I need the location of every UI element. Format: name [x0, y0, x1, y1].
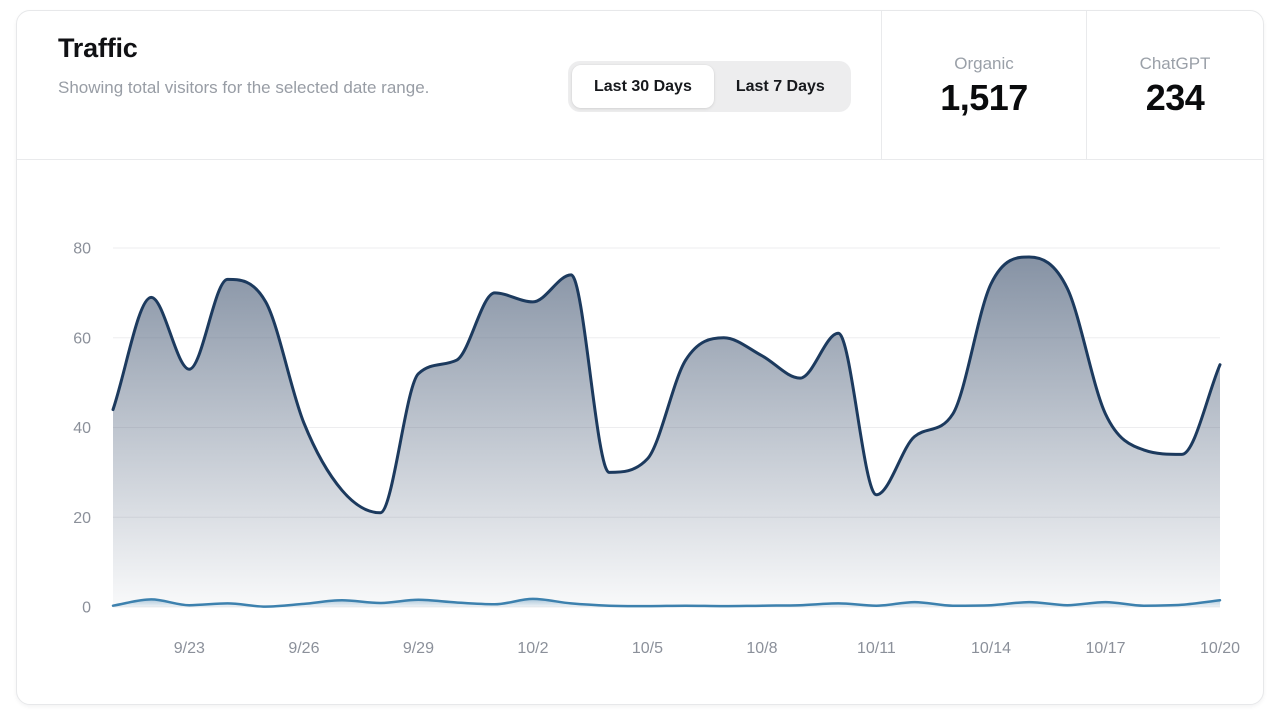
stat-chatgpt-value: 234 — [1145, 76, 1205, 118]
x-axis-label: 10/2 — [517, 640, 548, 657]
stat-chatgpt-label: ChatGPT — [1139, 53, 1211, 73]
date-range-toggle: Last 30 Days Last 7 Days — [568, 61, 851, 112]
x-axis-label: 9/23 — [174, 640, 205, 657]
chatgpt-area — [113, 598, 1220, 607]
card-header: Traffic Showing total visitors for the s… — [17, 11, 1263, 160]
toggle-last-7-days[interactable]: Last 7 Days — [714, 65, 847, 108]
y-axis-label: 60 — [73, 330, 91, 347]
x-axis-label: 10/20 — [1200, 640, 1240, 657]
traffic-chart-svg[interactable]: 0 20 40 60 80 9/23 9/26 9/29 10/2 10/5 10/8 10/11 10… — [17, 159, 1263, 704]
x-axis-label: 10/5 — [632, 640, 663, 657]
organic-area — [113, 257, 1220, 607]
stat-organic: Organic 1,517 — [881, 11, 1086, 159]
x-axis-label: 10/14 — [971, 640, 1011, 657]
stats-group: Organic 1,517 ChatGPT 234 — [881, 11, 1263, 159]
x-axis-label: 10/17 — [1085, 640, 1125, 657]
stat-organic-label: Organic — [954, 53, 1014, 73]
x-axis-label: 9/29 — [403, 640, 434, 657]
x-axis-label: 10/8 — [746, 640, 777, 657]
chatgpt-line — [111, 597, 1222, 608]
page-title: Traffic — [58, 33, 138, 63]
traffic-chart[interactable]: 0 20 40 60 80 9/23 9/26 9/29 10/2 10/5 10/8 10/11 10… — [17, 159, 1263, 704]
y-axis-label: 0 — [82, 600, 91, 617]
y-axis-label: 40 — [73, 420, 91, 437]
traffic-card: Traffic Showing total visitors for the s… — [16, 10, 1264, 705]
stat-chatgpt: ChatGPT 234 — [1086, 11, 1263, 159]
x-axis-label: 9/26 — [288, 640, 319, 657]
header-text: Traffic Showing total visitors for the s… — [58, 33, 429, 102]
y-axis-label: 80 — [73, 241, 91, 258]
page-subtitle: Showing total visitors for the selected … — [58, 78, 430, 97]
organic-line — [111, 255, 1222, 515]
y-axis-label: 20 — [73, 510, 91, 527]
toggle-last-30-days[interactable]: Last 30 Days — [572, 65, 714, 108]
stat-organic-value: 1,517 — [940, 76, 1028, 118]
x-axis-label: 10/11 — [857, 640, 896, 657]
